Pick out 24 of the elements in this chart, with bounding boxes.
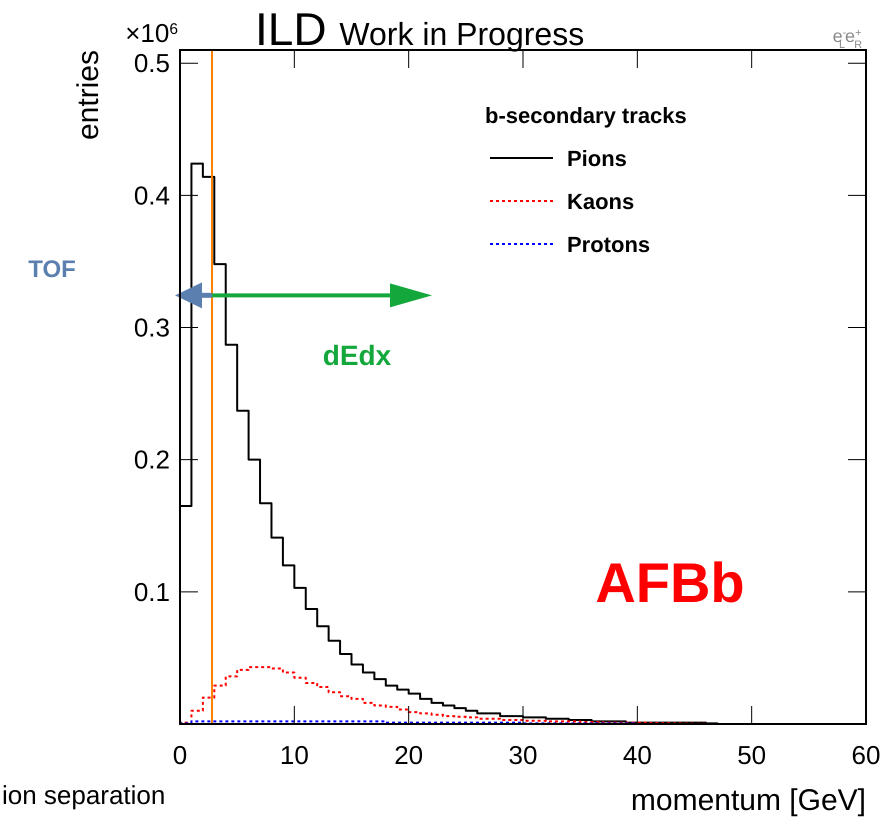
text: ×10$^{6}$: [125, 18, 178, 48]
y-tick-label: 0.3: [134, 312, 170, 343]
x-axis-title: momentum [GeV]: [630, 784, 866, 817]
y-tick-label: 0.4: [134, 180, 170, 210]
y-tick-label: 0.2: [134, 444, 170, 475]
x-tick-label: 10: [280, 740, 309, 770]
legend-label: Protons: [567, 232, 650, 257]
y-tick-label: 0.1: [134, 576, 170, 607]
legend-label: Kaons: [567, 189, 634, 214]
x-tick-label: 50: [737, 740, 766, 770]
annotation: dEdx: [322, 340, 392, 371]
y-tick-label: 0.5: [134, 48, 170, 78]
legend-title: b-secondary tracks: [485, 103, 687, 128]
x-tick-label: 30: [508, 740, 538, 770]
text: TOF: [28, 256, 76, 283]
x-tick-label: 0: [172, 740, 188, 770]
y-axis-title: entries: [72, 50, 105, 140]
annotation: AFBb: [595, 551, 745, 614]
x-tick-label: 20: [394, 740, 424, 770]
x-tick-label: 40: [622, 740, 652, 770]
text: ion separation: [2, 780, 166, 810]
x-tick-label: 60: [852, 740, 880, 770]
legend-label: Pions: [567, 146, 627, 171]
chart-title: ILD Work in Progress: [255, 3, 584, 55]
